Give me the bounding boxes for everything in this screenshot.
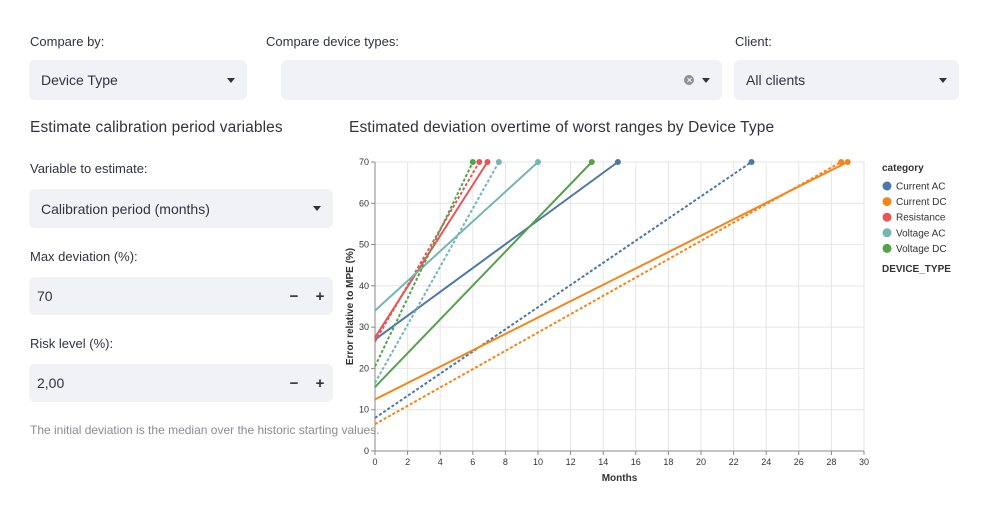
series-point-current-ac	[614, 159, 621, 165]
series-dashed-point-current-ac	[748, 159, 755, 165]
series-point-voltage-ac	[535, 159, 541, 165]
legend-label: Voltage AC	[896, 228, 945, 239]
x-tick-label: 12	[566, 457, 576, 467]
legend-symbol	[882, 243, 892, 253]
y-tick-label: 50	[359, 240, 369, 250]
series-dashed-point-voltage-dc	[469, 159, 476, 165]
legend-label: Current AC	[896, 182, 945, 193]
legend-symbol	[882, 181, 892, 191]
x-tick-label: 20	[696, 457, 706, 467]
x-tick-label: 24	[761, 457, 771, 467]
compare-by-select[interactable]: Device Type	[29, 60, 247, 100]
x-tick-label: 6	[470, 457, 475, 467]
series-line-voltage-dc	[374, 161, 593, 388]
x-tick-label: 28	[826, 457, 836, 467]
estimate-heading: Estimate calibration period variables	[30, 119, 283, 136]
series-dashed-point-current-dc	[838, 159, 845, 165]
legend-symbol	[882, 228, 892, 238]
caption-text: The initial deviation is the median over…	[30, 423, 380, 437]
legend-label: Current DC	[896, 197, 947, 208]
y-tick-label: 10	[359, 405, 369, 415]
series-dashed-line-resistance	[374, 161, 481, 343]
compare-types-label: Compare device types:	[266, 34, 399, 49]
series-point-resistance	[484, 159, 491, 165]
increment-button[interactable]: +	[315, 287, 325, 305]
increment-button[interactable]: +	[315, 374, 325, 392]
chart-legend: category Current AC Current DC Resistance Vo…	[882, 163, 951, 275]
chevron-down-icon[interactable]	[702, 77, 710, 83]
legend-title: category	[882, 163, 924, 174]
clear-icon[interactable]	[684, 75, 694, 85]
x-tick-label: 30	[859, 457, 869, 467]
x-tick-label: 26	[794, 457, 804, 467]
max-deviation-input[interactable]: 70 − +	[29, 277, 333, 315]
max-deviation-value[interactable]: 70	[37, 288, 53, 304]
series-dashed-point-voltage-ac	[495, 159, 502, 165]
x-tick-label: 10	[533, 457, 543, 467]
y-tick-label: 70	[359, 157, 369, 167]
legend-subtitle: DEVICE_TYPE	[882, 264, 951, 275]
x-tick-label: 0	[372, 457, 377, 467]
x-axis-title: Months	[602, 473, 638, 484]
x-tick-label: 2	[405, 457, 410, 467]
x-tick-label: 22	[729, 457, 739, 467]
variable-value: Calibration period (months)	[41, 200, 210, 217]
max-deviation-label: Max deviation (%):	[30, 249, 138, 264]
risk-level-value[interactable]: 2,00	[37, 375, 65, 391]
series-dashed-line-current-dc	[374, 161, 842, 426]
decrement-button[interactable]: −	[289, 287, 299, 305]
series-dashed-line-voltage-dc	[374, 161, 474, 367]
chart-grid	[374, 161, 865, 452]
y-tick-label: 30	[359, 322, 369, 332]
compare-types-multiselect[interactable]	[281, 60, 722, 100]
risk-level-label: Risk level (%):	[30, 336, 114, 351]
legend-symbol	[882, 197, 892, 207]
series-point-voltage-dc	[588, 159, 595, 165]
y-tick-label: 20	[359, 363, 369, 373]
risk-level-input[interactable]: 2,00 − +	[29, 364, 333, 402]
y-axis-title: Error relative to MPE (%)	[345, 248, 356, 365]
x-tick-label: 18	[663, 457, 673, 467]
decrement-button[interactable]: −	[289, 374, 299, 392]
compare-by-label: Compare by:	[30, 34, 105, 49]
y-tick-label: 0	[364, 446, 369, 456]
y-tick-label: 40	[359, 281, 369, 291]
chevron-down-icon	[939, 77, 947, 83]
series-dashed-line-current-ac	[374, 161, 753, 419]
x-tick-label: 14	[598, 457, 608, 467]
variable-label: Variable to estimate:	[30, 161, 148, 176]
series-line-current-ac	[374, 161, 619, 341]
chevron-down-icon	[313, 206, 321, 211]
chart-title: Estimated deviation overtime of worst ra…	[349, 119, 775, 136]
legend-label: Voltage DC	[896, 244, 947, 255]
variable-select[interactable]: Calibration period (months)	[29, 189, 333, 228]
series-point-current-dc	[844, 159, 851, 165]
client-label: Client:	[735, 34, 772, 49]
client-value: All clients	[746, 72, 806, 88]
chart-lines	[374, 159, 851, 426]
legend-label: Resistance	[896, 213, 946, 224]
client-select[interactable]: All clients	[734, 60, 959, 100]
series-dashed-line-voltage-ac	[374, 161, 500, 384]
x-tick-label: 4	[438, 457, 443, 467]
x-tick-label: 8	[503, 457, 508, 467]
legend-symbol	[882, 212, 892, 222]
series-dashed-point-resistance	[476, 159, 483, 165]
y-tick-label: 60	[359, 198, 369, 208]
series-line-resistance	[374, 161, 489, 339]
x-tick-label: 16	[631, 457, 641, 467]
compare-by-value: Device Type	[41, 72, 118, 88]
chevron-down-icon	[227, 77, 235, 83]
